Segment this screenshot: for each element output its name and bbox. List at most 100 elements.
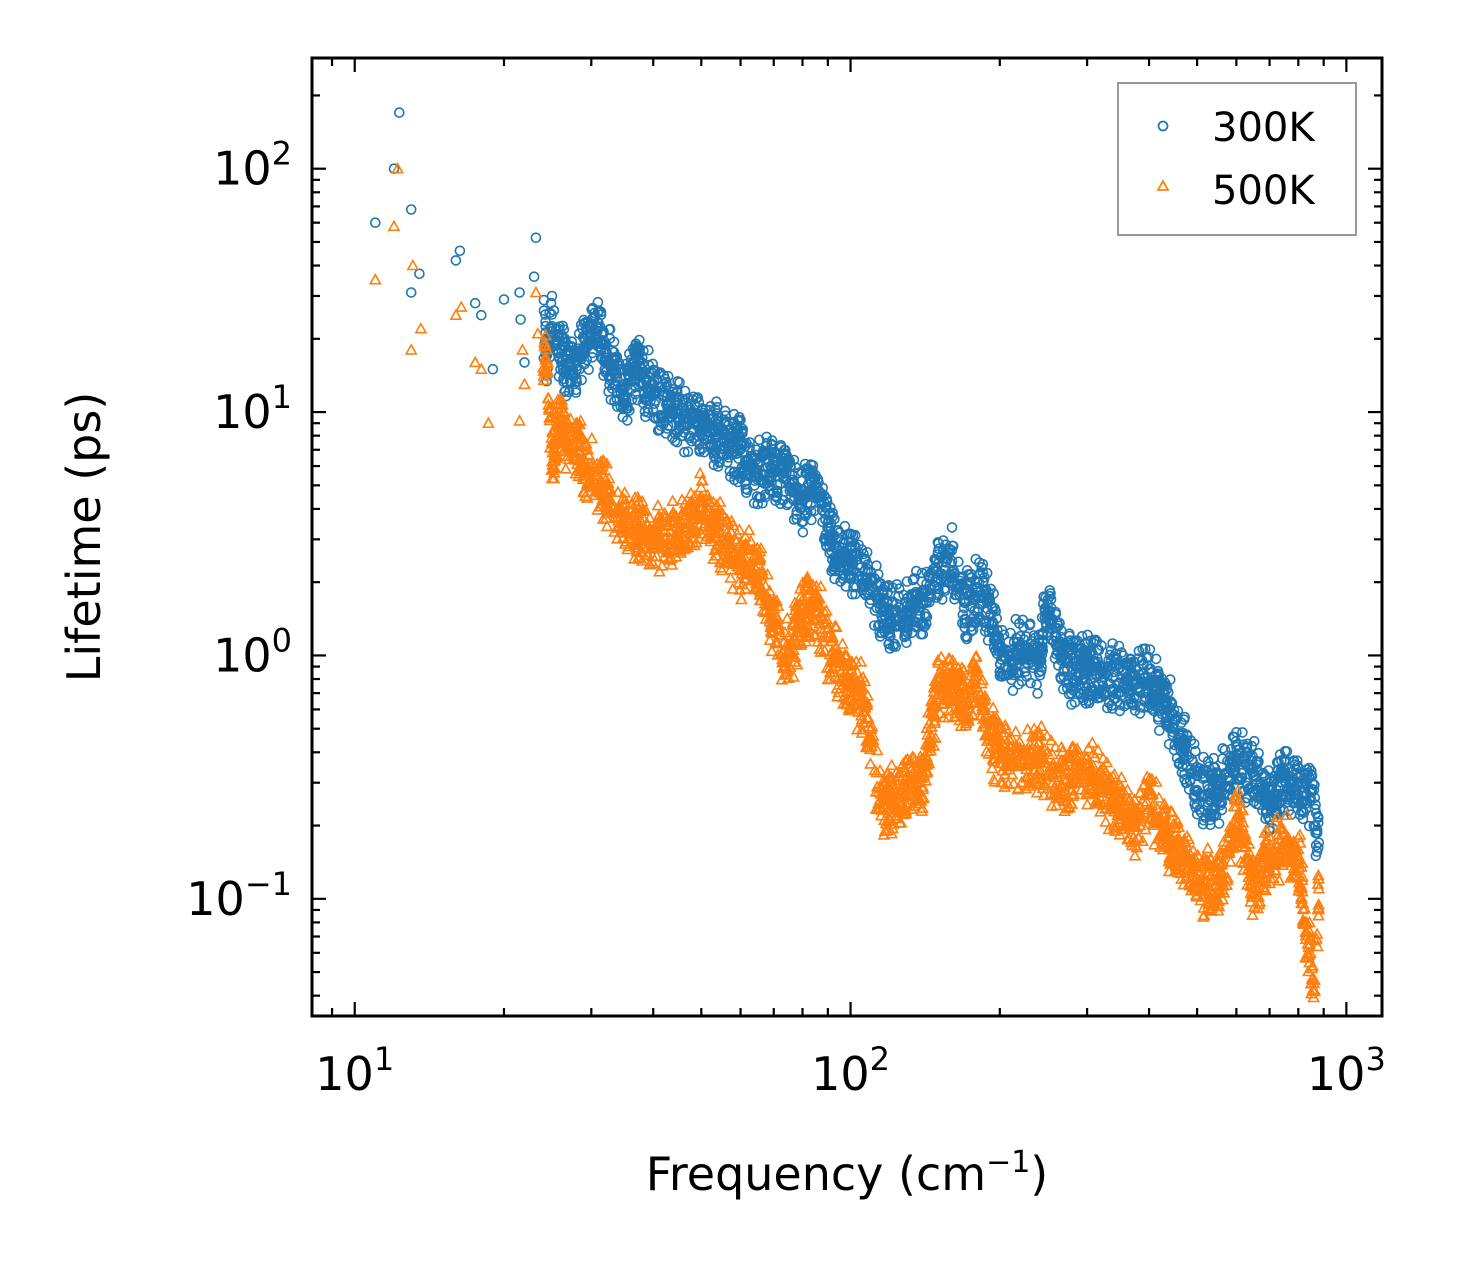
data-point	[553, 351, 565, 363]
data-point	[1111, 652, 1123, 664]
data-point	[1046, 634, 1057, 646]
data-point	[1112, 696, 1123, 707]
data-point	[739, 476, 751, 487]
data-point	[1154, 725, 1165, 736]
data-point	[753, 492, 765, 504]
data-point	[1179, 711, 1190, 723]
data-point	[1143, 702, 1154, 713]
data-point	[567, 370, 579, 382]
data-point	[768, 447, 780, 458]
data-point	[671, 427, 683, 438]
data-point	[546, 309, 558, 320]
data-point	[546, 290, 558, 302]
data-point	[781, 499, 793, 511]
data-point	[757, 497, 768, 509]
data-point	[797, 526, 809, 538]
data-point	[1247, 750, 1258, 762]
data-point	[794, 502, 806, 514]
data-point	[998, 629, 1010, 641]
data-point	[1091, 636, 1103, 647]
data-point	[556, 345, 568, 357]
data-point	[530, 232, 542, 244]
data-point	[617, 411, 629, 423]
data-point	[1266, 803, 1277, 815]
data-point	[1248, 766, 1259, 778]
data-point	[1231, 774, 1243, 786]
data-point	[757, 449, 769, 460]
data-point	[1301, 764, 1313, 775]
data-point	[1265, 776, 1277, 788]
data-point	[1177, 742, 1189, 753]
data-point	[778, 463, 790, 474]
data-point	[1310, 850, 1322, 862]
data-point	[661, 423, 673, 434]
data-point	[454, 245, 466, 257]
data-point	[752, 498, 764, 510]
data-point	[405, 204, 417, 215]
data-point	[929, 581, 940, 593]
data-point	[782, 497, 794, 509]
data-point	[937, 535, 949, 546]
data-point	[801, 463, 812, 474]
data-point	[800, 468, 812, 479]
data-point	[1289, 759, 1300, 770]
data-point	[682, 446, 694, 458]
data-point	[917, 598, 929, 610]
data-point	[1306, 786, 1318, 798]
data-point	[846, 588, 858, 600]
data-point	[908, 573, 920, 584]
data-point	[711, 396, 722, 408]
data-point	[1024, 619, 1035, 631]
data-point	[661, 380, 673, 392]
data-point	[889, 605, 901, 617]
data-point	[679, 446, 690, 458]
data-point	[953, 582, 964, 594]
series-300K	[369, 107, 1325, 862]
data-point	[570, 387, 582, 398]
data-point	[598, 339, 609, 351]
data-point	[1178, 750, 1190, 761]
data-point	[1213, 818, 1225, 829]
data-point	[856, 544, 868, 555]
data-point	[861, 546, 873, 558]
data-point	[1190, 745, 1201, 757]
data-point	[1259, 770, 1271, 781]
data-point	[514, 287, 525, 298]
data-point	[550, 337, 562, 348]
data-point	[988, 624, 1000, 635]
data-point	[910, 565, 922, 577]
data-point	[1134, 687, 1146, 698]
data-point	[1228, 765, 1239, 776]
data-point	[864, 589, 876, 600]
data-point	[908, 603, 920, 615]
data-point	[1149, 680, 1160, 691]
data-point	[840, 559, 852, 571]
data-point	[450, 255, 462, 266]
data-point	[1020, 666, 1031, 677]
data-point	[834, 527, 845, 539]
data-point	[1049, 653, 1061, 664]
data-point	[590, 338, 602, 350]
data-point	[766, 435, 778, 446]
data-point	[1277, 794, 1289, 806]
data-point	[596, 327, 608, 339]
data-point	[1017, 614, 1029, 626]
data-point	[1141, 660, 1153, 671]
data-point	[1204, 810, 1215, 822]
data-point	[1254, 779, 1266, 791]
data-point	[958, 602, 970, 614]
data-point	[581, 354, 593, 366]
data-point	[1196, 791, 1207, 802]
data-point	[1013, 678, 1025, 690]
data-point	[519, 357, 530, 368]
data-point	[920, 618, 932, 630]
data-point	[469, 297, 481, 309]
data-point	[697, 410, 709, 421]
data-point	[890, 641, 902, 652]
data-point	[605, 394, 617, 406]
data-point	[830, 561, 841, 572]
data-point	[1031, 679, 1042, 690]
data-point	[1273, 757, 1284, 768]
data-point	[609, 365, 620, 377]
data-point	[860, 554, 872, 566]
